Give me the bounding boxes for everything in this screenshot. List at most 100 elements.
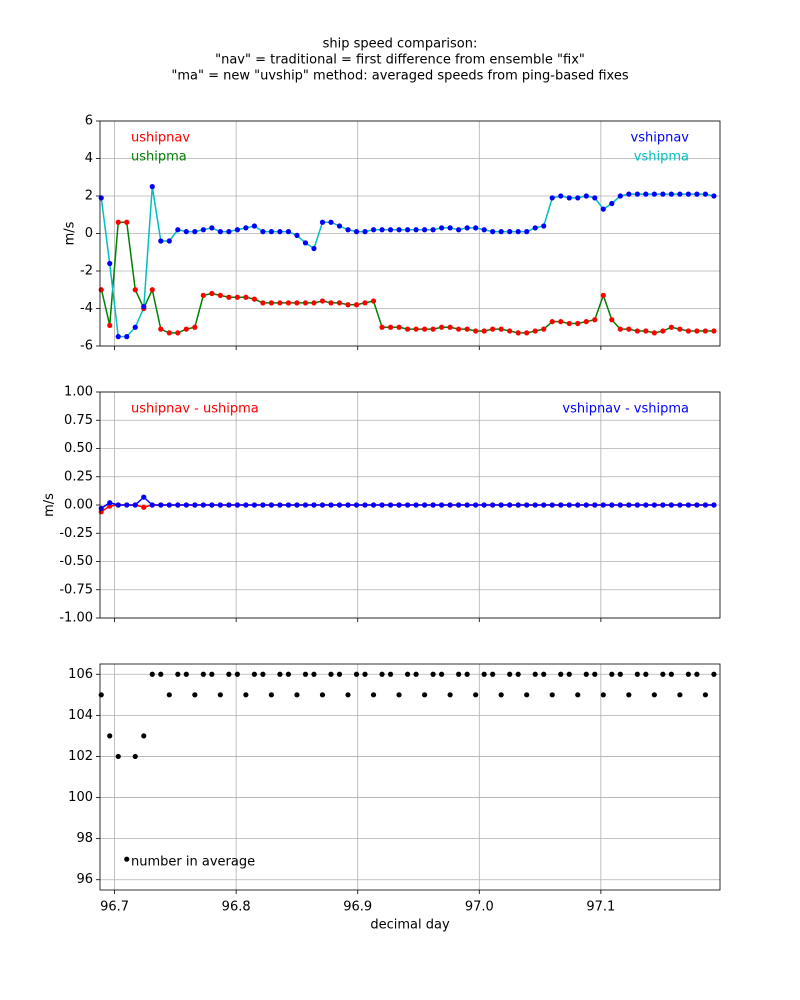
data-point <box>362 671 368 677</box>
data-point <box>549 319 555 325</box>
data-point <box>456 326 462 332</box>
data-point <box>558 319 564 325</box>
data-point <box>115 219 121 225</box>
data-point <box>345 502 351 508</box>
data-point <box>345 692 351 698</box>
y-tick-label: -4 <box>80 301 93 316</box>
data-point <box>217 692 223 698</box>
data-point <box>302 502 309 508</box>
data-point <box>515 671 521 677</box>
data-point <box>575 502 581 508</box>
data-point <box>175 330 181 336</box>
data-point <box>464 671 470 677</box>
y-tick-label: 98 <box>76 831 93 846</box>
data-point <box>260 671 266 677</box>
data-point <box>651 692 657 698</box>
legend-label: vshipnav - vshipma <box>562 402 689 417</box>
data-point <box>447 692 453 698</box>
data-point <box>124 334 130 340</box>
data-point <box>626 502 632 508</box>
data-point <box>158 326 164 332</box>
data-point <box>600 692 606 698</box>
data-point <box>115 334 121 340</box>
data-point <box>175 227 181 233</box>
data-point <box>566 502 572 508</box>
data-point <box>251 671 257 677</box>
data-point <box>379 324 385 330</box>
data-point <box>294 232 300 238</box>
data-point <box>421 692 428 698</box>
data-point <box>115 753 121 760</box>
data-point <box>711 193 717 199</box>
data-point <box>183 326 189 332</box>
data-point <box>98 287 104 293</box>
data-point <box>132 324 138 330</box>
data-point <box>541 671 547 677</box>
data-point <box>243 294 249 300</box>
data-point <box>702 502 709 508</box>
chart-title: "nav" = traditional = first difference f… <box>215 53 585 68</box>
data-point <box>294 300 300 306</box>
data-point <box>183 229 189 235</box>
data-point <box>532 225 538 231</box>
data-point <box>311 245 317 252</box>
data-point <box>396 502 402 508</box>
data-point <box>260 502 266 508</box>
data-point <box>115 502 121 508</box>
data-point <box>541 223 547 229</box>
data-point <box>626 692 632 698</box>
y-tick-label: -6 <box>80 339 93 354</box>
data-point <box>490 326 496 332</box>
data-point <box>634 191 640 197</box>
data-point <box>592 671 598 677</box>
data-point <box>541 502 547 508</box>
y-tick-label: 6 <box>85 114 93 129</box>
y-tick-label: 96 <box>76 872 93 887</box>
data-point <box>702 191 709 197</box>
data-point <box>166 238 172 244</box>
data-point <box>439 324 445 330</box>
chart-title: "ma" = new "uvship" method: averaged spe… <box>171 69 628 84</box>
data-point <box>660 328 666 334</box>
data-point <box>345 302 351 308</box>
data-point <box>668 324 674 330</box>
data-point <box>336 223 343 229</box>
data-point <box>617 502 623 508</box>
data-point <box>685 502 691 508</box>
series-line <box>100 186 715 338</box>
data-point <box>609 317 615 323</box>
data-point <box>600 206 606 212</box>
data-point <box>158 671 164 677</box>
data-point <box>473 328 479 334</box>
data-point <box>421 326 428 332</box>
data-point <box>430 502 436 508</box>
data-point <box>98 195 104 201</box>
data-point <box>387 671 394 677</box>
data-point <box>370 227 377 233</box>
data-point <box>209 290 215 297</box>
data-point <box>294 502 300 508</box>
data-point <box>234 294 240 300</box>
legend-label: ushipnav - ushipma <box>131 402 259 417</box>
data-point <box>362 502 368 508</box>
data-point <box>243 225 249 231</box>
data-point <box>251 223 257 229</box>
data-point <box>353 302 360 308</box>
data-point <box>634 502 640 508</box>
y-tick-label: 102 <box>68 749 93 764</box>
data-point <box>260 300 266 306</box>
data-point <box>660 502 666 508</box>
x-tick-label: 97.1 <box>586 900 615 915</box>
data-point <box>379 502 385 508</box>
data-point <box>387 502 394 508</box>
data-point <box>260 229 266 235</box>
data-point <box>175 671 181 677</box>
data-point <box>447 225 453 231</box>
data-point <box>439 502 445 508</box>
data-point <box>464 326 470 332</box>
data-point <box>107 260 113 267</box>
data-point <box>626 191 632 197</box>
data-point <box>328 671 334 677</box>
data-point <box>217 229 223 235</box>
data-point <box>175 502 181 508</box>
